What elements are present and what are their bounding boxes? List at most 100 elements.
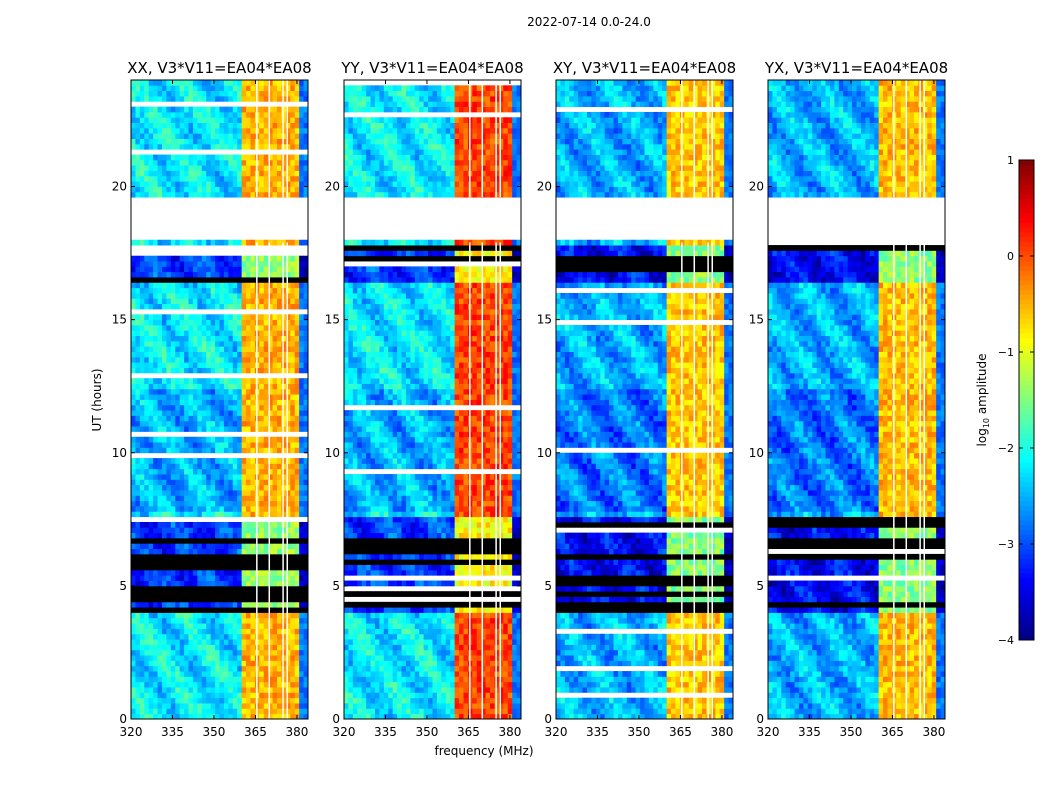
heatmap-cell xyxy=(277,404,282,411)
heatmap-cell xyxy=(285,277,291,283)
heatmap-cell xyxy=(246,404,251,411)
heatmap-cell xyxy=(294,601,300,608)
heatmap-cell xyxy=(228,436,234,443)
heatmap-cell xyxy=(201,143,207,150)
heatmap-cell xyxy=(184,133,189,139)
heatmap-cell xyxy=(197,585,203,592)
heatmap-cell xyxy=(179,442,185,448)
heatmap-cell xyxy=(219,410,225,416)
heatmap-cell xyxy=(197,298,203,305)
heatmap-cell xyxy=(263,95,269,102)
heatmap-cell xyxy=(201,612,207,619)
heatmap-cell xyxy=(277,697,282,704)
heatmap-cell xyxy=(197,303,203,310)
heatmap-cell xyxy=(210,165,216,171)
heatmap-cell xyxy=(423,607,429,613)
heatmap-cell xyxy=(494,665,500,672)
heatmap-cell xyxy=(201,410,207,416)
heatmap-cell xyxy=(472,697,478,704)
heatmap-cell xyxy=(272,90,278,97)
heatmap-cell xyxy=(463,713,469,720)
heatmap-cell xyxy=(294,319,300,326)
heatmap-cell xyxy=(161,436,167,443)
heatmap-cell xyxy=(285,95,291,102)
heatmap-cell xyxy=(259,585,265,592)
heatmap-cell xyxy=(294,537,300,544)
heatmap-cell xyxy=(476,639,482,645)
heatmap-cell xyxy=(414,676,420,683)
heatmap-cell xyxy=(148,447,154,454)
heatmap-cell xyxy=(197,697,203,704)
heatmap-cell xyxy=(445,713,451,720)
heatmap-cell xyxy=(135,681,141,688)
heatmap-cell xyxy=(192,170,198,177)
heatmap-cell xyxy=(139,362,145,368)
heatmap-cell xyxy=(290,143,296,150)
heatmap-cell xyxy=(201,378,207,384)
heatmap-cell xyxy=(383,612,389,619)
heatmap-cell xyxy=(285,340,291,347)
heatmap-cell xyxy=(476,665,482,672)
heatmap-cell xyxy=(184,191,189,198)
heatmap-cell xyxy=(161,490,167,496)
heatmap-cell xyxy=(210,532,216,539)
heatmap-cell xyxy=(175,580,181,587)
heatmap-cell xyxy=(232,154,238,161)
heatmap-cell xyxy=(184,644,189,651)
heatmap-cell xyxy=(201,607,207,613)
heatmap-cell xyxy=(250,239,256,246)
heatmap-cell xyxy=(188,665,194,672)
heatmap-cell xyxy=(188,277,194,283)
heatmap-cell xyxy=(507,697,513,704)
heatmap-cell xyxy=(131,521,136,528)
heatmap-cell xyxy=(303,340,309,347)
heatmap-cell xyxy=(148,532,154,539)
heatmap-cell xyxy=(246,468,251,475)
heatmap-cell xyxy=(139,170,145,177)
heatmap-cell xyxy=(144,186,150,193)
heatmap-cell xyxy=(290,277,296,283)
heatmap-cell xyxy=(131,527,136,534)
heatmap-cell xyxy=(219,394,225,400)
heatmap-cell xyxy=(268,681,273,688)
heatmap-cell xyxy=(281,191,287,198)
heatmap-cell xyxy=(268,85,273,92)
heatmap-cell xyxy=(192,506,198,512)
heatmap-cell xyxy=(170,681,176,688)
heatmap-cell xyxy=(241,117,247,123)
heatmap-cell xyxy=(215,623,220,629)
heatmap-cell xyxy=(516,713,522,720)
heatmap-cell xyxy=(232,697,238,704)
heatmap-cell xyxy=(219,356,225,363)
heatmap-cell xyxy=(184,681,189,688)
heatmap-cell xyxy=(241,500,247,507)
heatmap-cell xyxy=(268,298,273,305)
heatmap-cell xyxy=(148,660,154,667)
heatmap-cell xyxy=(192,468,198,475)
heatmap-cell xyxy=(423,697,429,704)
heatmap-cell xyxy=(490,665,495,672)
heatmap-cell xyxy=(210,676,216,683)
heatmap-cell xyxy=(166,298,172,305)
heatmap-cell xyxy=(139,378,145,384)
heatmap-cell xyxy=(370,671,376,677)
heatmap-cell xyxy=(290,660,296,667)
heatmap-cell xyxy=(263,415,269,422)
heatmap-cell xyxy=(441,713,447,720)
heatmap-cell xyxy=(228,607,234,613)
heatmap-cell xyxy=(454,708,460,715)
heatmap-cell xyxy=(131,303,136,310)
heatmap-cell xyxy=(157,170,163,177)
heatmap-cell xyxy=(215,564,220,571)
heatmap-cell xyxy=(206,143,212,150)
heatmap-cell xyxy=(166,436,172,443)
heatmap-cell xyxy=(361,671,367,677)
heatmap-cell xyxy=(188,591,194,597)
heatmap-cell xyxy=(210,495,216,502)
heatmap-cell xyxy=(303,303,309,310)
heatmap-cell xyxy=(241,255,247,262)
heatmap-cell xyxy=(285,436,291,443)
heatmap-cell xyxy=(294,266,300,273)
heatmap-cell xyxy=(197,314,203,321)
heatmap-cell xyxy=(263,521,269,528)
